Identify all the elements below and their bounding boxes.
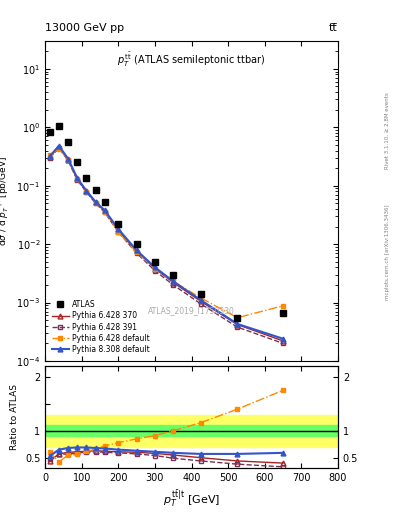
Y-axis label: Ratio to ATLAS: Ratio to ATLAS <box>10 385 19 450</box>
Legend: ATLAS, Pythia 6.428 370, Pythia 6.428 391, Pythia 6.428 default, Pythia 8.308 de: ATLAS, Pythia 6.428 370, Pythia 6.428 39… <box>49 297 153 357</box>
Y-axis label: d$\sigma$ / d $p_T^{\,\mathrm{t\bar{t}|t}}$ [pb/GeV]: d$\sigma$ / d $p_T^{\,\mathrm{t\bar{t}|t… <box>0 156 11 246</box>
X-axis label: $p_T^{\,\mathrm{t\bar{t}|t}}$ [GeV]: $p_T^{\,\mathrm{t\bar{t}|t}}$ [GeV] <box>163 489 220 509</box>
Text: ATLAS_2019_I1750330: ATLAS_2019_I1750330 <box>148 307 235 315</box>
Text: $p_T^{\,\mathrm{t\bar{t}}}$ (ATLAS semileptonic ttbar): $p_T^{\,\mathrm{t\bar{t}}}$ (ATLAS semil… <box>118 51 266 69</box>
Text: mcplots.cern.ch [arXiv:1306.3436]: mcplots.cern.ch [arXiv:1306.3436] <box>385 205 389 301</box>
Text: 13000 GeV pp: 13000 GeV pp <box>45 23 124 33</box>
Text: Rivet 3.1.10, ≥ 2.8M events: Rivet 3.1.10, ≥ 2.8M events <box>385 92 389 169</box>
Text: tt̅: tt̅ <box>329 23 338 33</box>
